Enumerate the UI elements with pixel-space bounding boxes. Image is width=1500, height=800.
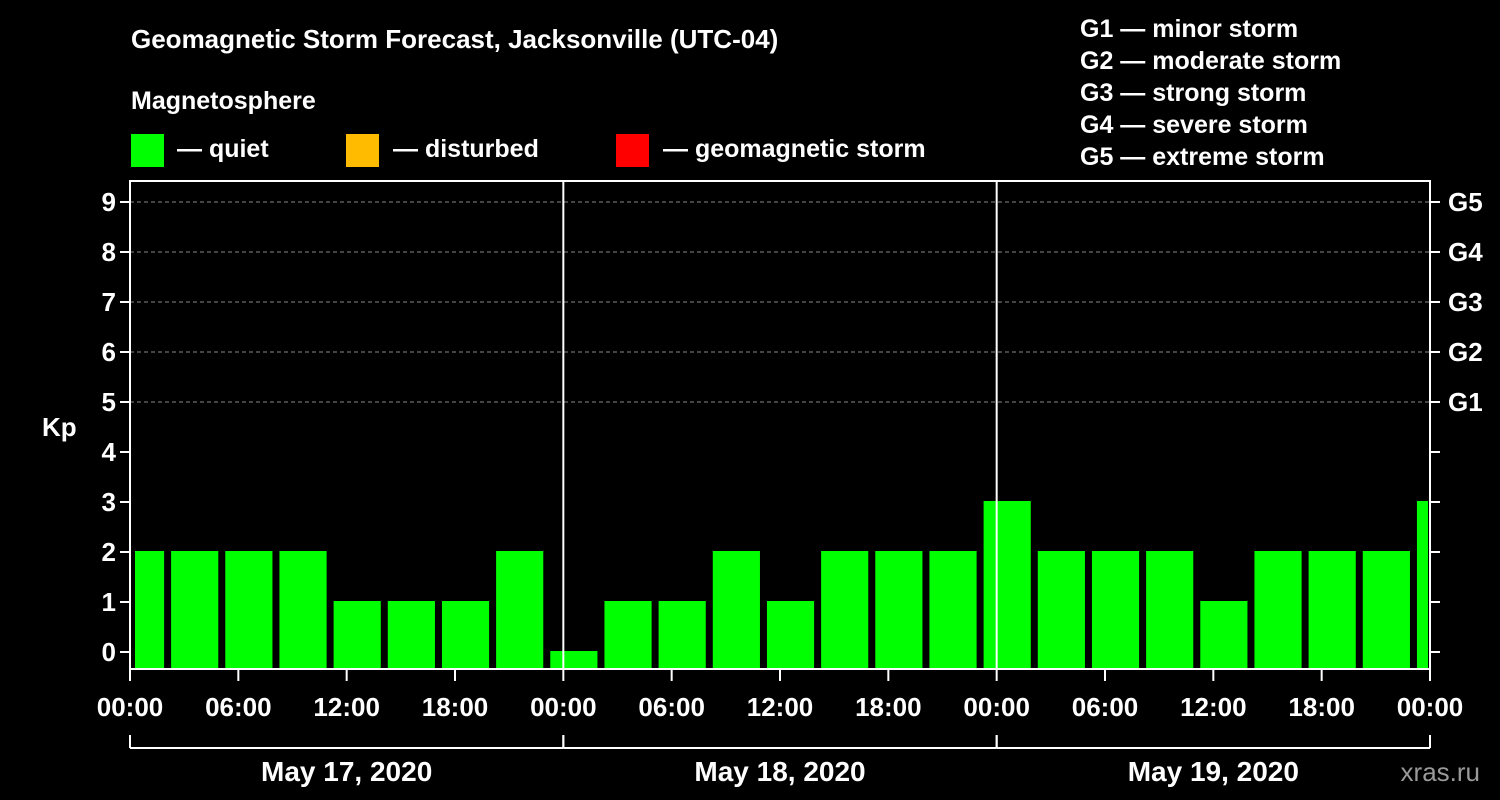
legend-label-quiet: — quiet — [177, 135, 269, 163]
legend-label-disturbed: — disturbed — [393, 135, 539, 163]
x-tick-label: 18:00 — [1288, 692, 1355, 722]
x-tick-label: 18:00 — [422, 692, 489, 722]
g-scale-item: G3 — strong storm — [1080, 79, 1306, 107]
kp-bar — [1146, 551, 1194, 669]
kp-bar — [387, 601, 435, 669]
kp-bar — [496, 551, 544, 669]
legend-swatch-disturbed — [346, 134, 379, 167]
g-scale-item: G1 — minor storm — [1080, 15, 1298, 43]
right-tick-label: G3 — [1448, 287, 1483, 317]
x-axis-ticks: 00:00 06:00 12:00 18:00 00:00 06:00 12:00 18:00… — [97, 669, 1464, 722]
day-label: May 18, 2020 — [694, 756, 865, 787]
kp-bar — [821, 551, 869, 669]
legend-heading: Magnetosphere — [131, 87, 316, 115]
kp-bar — [766, 601, 815, 669]
kp-bar — [279, 551, 327, 669]
y-tick-label: 5 — [102, 387, 116, 417]
legend: — quiet — disturbed — geomagnetic storm — [131, 134, 926, 167]
kp-bar — [875, 551, 923, 669]
x-tick-label: 06:00 — [1072, 692, 1139, 722]
kp-bar — [983, 501, 1031, 669]
legend-swatch-storm — [616, 134, 649, 167]
x-tick-label: 18:00 — [855, 692, 922, 722]
y-axis-ticks: 0 1 2 3 4 5 6 7 8 9 — [102, 187, 130, 667]
x-tick-label: 00:00 — [963, 692, 1030, 722]
kp-bar — [225, 551, 273, 669]
g-scale-item: G4 — severe storm — [1080, 111, 1308, 139]
right-tick-label: G4 — [1448, 237, 1483, 267]
legend-swatch-quiet — [131, 134, 164, 167]
kp-bar — [333, 601, 381, 669]
kp-bar — [1037, 551, 1085, 669]
day-label: May 19, 2020 — [1128, 756, 1299, 787]
x-tick-label: 12:00 — [1180, 692, 1247, 722]
chart-title: Geomagnetic Storm Forecast, Jacksonville… — [131, 24, 778, 54]
y-axis-label: Kp — [42, 412, 77, 442]
y-tick-label: 3 — [102, 487, 116, 517]
kp-bar — [712, 551, 760, 669]
kp-bar — [1200, 601, 1248, 669]
kp-bar — [550, 651, 598, 669]
bars — [135, 501, 1428, 669]
right-axis-ticks: G1 G2 G3 G4 G5 — [1430, 187, 1483, 653]
g-scale-item: G5 — extreme storm — [1080, 143, 1325, 171]
kp-bar — [1091, 551, 1140, 669]
g-scale-list: G1 — minor storm G2 — moderate storm G3 … — [1080, 15, 1341, 171]
x-tick-label: 06:00 — [205, 692, 272, 722]
day-dividers — [562, 181, 998, 669]
x-tick-label: 00:00 — [1397, 692, 1464, 722]
day-labels: May 17, 2020 May 18, 2020 May 19, 2020 — [129, 735, 1431, 787]
kp-bar — [929, 551, 977, 669]
kp-bar — [1308, 551, 1356, 669]
x-tick-label: 12:00 — [313, 692, 380, 722]
y-tick-label: 4 — [102, 437, 117, 467]
x-tick-label: 06:00 — [638, 692, 705, 722]
g-scale-item: G2 — moderate storm — [1080, 47, 1341, 75]
right-tick-label: G2 — [1448, 337, 1483, 367]
right-tick-label: G5 — [1448, 187, 1483, 217]
kp-bar — [658, 601, 706, 669]
kp-bar — [441, 601, 490, 669]
kp-bar — [135, 551, 165, 669]
y-tick-label: 7 — [102, 287, 116, 317]
y-tick-label: 0 — [102, 637, 116, 667]
y-tick-label: 6 — [102, 337, 116, 367]
day-label: May 17, 2020 — [261, 756, 432, 787]
y-tick-label: 8 — [102, 237, 116, 267]
x-tick-label: 00:00 — [97, 692, 164, 722]
right-tick-label: G1 — [1448, 387, 1483, 417]
x-tick-label: 12:00 — [747, 692, 814, 722]
x-tick-label: 00:00 — [530, 692, 597, 722]
legend-label-storm: — geomagnetic storm — [663, 135, 926, 163]
kp-bar — [1362, 551, 1410, 669]
watermark: xras.ru — [1401, 757, 1480, 787]
y-tick-label: 2 — [102, 537, 116, 567]
kp-bar — [1416, 501, 1428, 669]
kp-bar — [604, 601, 652, 669]
y-tick-label: 9 — [102, 187, 116, 217]
kp-bar — [171, 551, 219, 669]
y-tick-label: 1 — [102, 587, 116, 617]
kp-bar — [1254, 551, 1302, 669]
